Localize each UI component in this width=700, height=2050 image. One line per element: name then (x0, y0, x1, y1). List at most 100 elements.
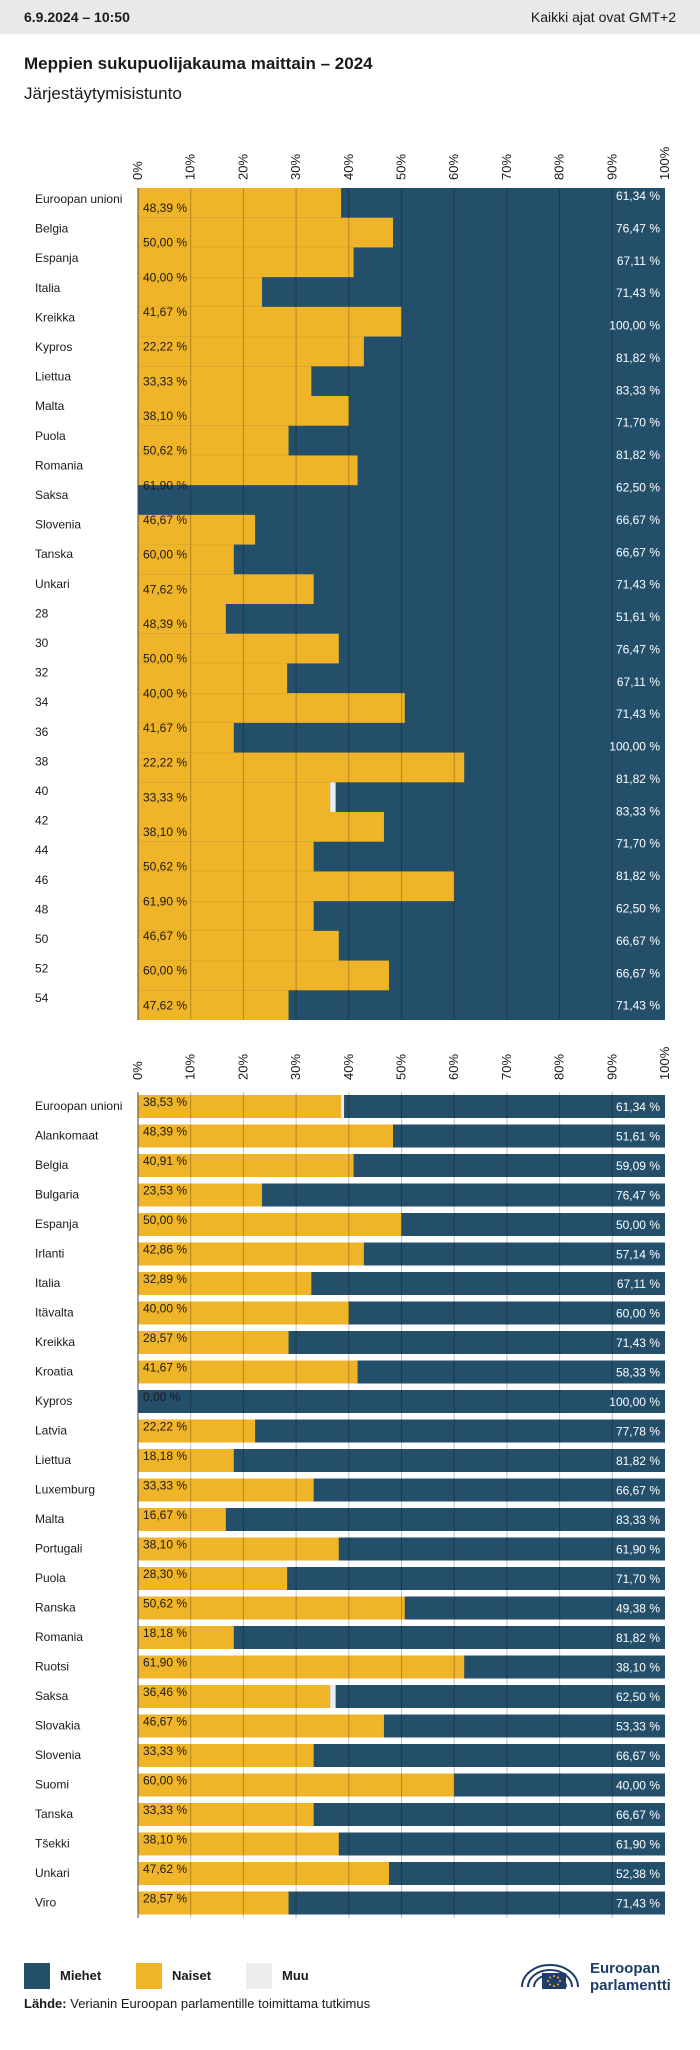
category-label: Italia (35, 1276, 61, 1290)
men-value-label: 59,09 % (616, 1159, 660, 1173)
bar-women (138, 1154, 354, 1177)
men-value-label: 52,38 % (616, 1867, 660, 1881)
category-label: Unkari (35, 1866, 70, 1880)
women-value-label: 40,00 % (143, 1302, 187, 1316)
source-label: Lähde: (24, 1996, 67, 2011)
category-label: Viro (35, 1896, 56, 1910)
men-value-label: 62,50 % (616, 1690, 660, 1704)
men-value-label: 67,11 % (617, 675, 660, 689)
women-value-label: 46,67 % (143, 513, 187, 527)
women-value-label: 41,67 % (143, 721, 187, 735)
bar-men (138, 1419, 665, 1443)
x-tick-label: 70% (499, 1054, 514, 1080)
category-label: Luxemburg (35, 1483, 95, 1497)
category-label: 30 (35, 636, 49, 650)
men-value-label: 51,61 % (616, 610, 660, 624)
bar-women (138, 633, 339, 664)
bar-other (330, 782, 336, 812)
legend-label-men: Miehet (60, 1968, 102, 1983)
category-label: Itävalta (35, 1306, 74, 1320)
category-label: Euroopan unioni (35, 1099, 122, 1113)
women-value-label: 48,39 % (143, 201, 187, 215)
men-value-label: 71,43 % (616, 1336, 660, 1350)
category-label: Espanja (35, 251, 79, 265)
bar-women (138, 1124, 394, 1148)
women-value-label: 36,46 % (143, 1685, 187, 1699)
women-value-label: 23,53 % (143, 1184, 187, 1198)
bar-women (138, 604, 226, 634)
category-label: Bulgaria (35, 1188, 79, 1202)
bar-women (138, 1714, 384, 1738)
bar-women (138, 366, 312, 396)
men-value-label: 60,00 % (616, 1307, 660, 1321)
women-value-label: 50,00 % (143, 236, 187, 250)
bar-women (138, 1272, 312, 1295)
men-value-label: 100,00 % (609, 1395, 660, 1409)
category-label: 40 (35, 784, 49, 798)
ep-logo: Euroopan parlamentti (518, 1955, 678, 1999)
women-value-label: 50,62 % (143, 1597, 187, 1611)
x-tick-label: 10% (183, 154, 198, 180)
category-label: 48 (35, 902, 49, 916)
category-label: 46 (35, 873, 49, 887)
category-label: Latvia (35, 1424, 67, 1438)
timestamp: 6.9.2024 – 10:50 (24, 9, 130, 25)
men-value-label: 57,14 % (616, 1248, 660, 1262)
bar-women (138, 901, 314, 931)
women-value-label: 40,00 % (143, 270, 187, 284)
category-label: Suomi (35, 1778, 69, 1792)
men-value-label: 61,34 % (616, 1100, 660, 1114)
bar-women (138, 693, 405, 723)
x-tick-label: 50% (394, 154, 409, 180)
category-label: Kypros (35, 340, 72, 354)
source-note: Lähde: Verianin Euroopan parlamentille t… (24, 1996, 370, 2011)
ep-logo-icon (521, 1964, 579, 1989)
men-value-label: 66,67 % (616, 545, 660, 559)
x-tick-label: 90% (604, 1054, 619, 1080)
women-value-label: 40,00 % (143, 686, 187, 700)
men-value-label: 71,70 % (616, 837, 660, 851)
logo-line-1: Euroopan (590, 1960, 660, 1977)
x-tick-label: 0% (130, 161, 145, 180)
women-value-label: 18,18 % (143, 1626, 187, 1640)
bar-women (138, 1419, 256, 1443)
category-label: Ranska (35, 1601, 76, 1615)
bar-other (330, 1685, 336, 1708)
women-value-label: 50,62 % (143, 860, 187, 874)
bar-women (138, 1331, 289, 1354)
category-label: Kroatia (35, 1365, 73, 1379)
men-value-label: 51,61 % (616, 1130, 660, 1144)
women-value-label: 33,33 % (143, 1803, 187, 1817)
women-value-label: 38,53 % (143, 1095, 187, 1109)
women-value-label: 61,90 % (143, 1656, 187, 1670)
category-label: 34 (35, 695, 49, 709)
women-value-label: 0,00 % (143, 1390, 181, 1404)
women-value-label: 48,39 % (143, 617, 187, 631)
women-value-label: 28,57 % (143, 1892, 187, 1906)
x-tick-label: 100% (657, 1046, 672, 1080)
bar-men (138, 1508, 665, 1531)
bar-women (138, 1567, 288, 1590)
men-value-label: 71,70 % (616, 1572, 660, 1586)
x-tick-label: 90% (604, 154, 619, 180)
bar-men (138, 1449, 665, 1472)
men-value-label: 66,67 % (616, 1749, 660, 1763)
women-value-label: 41,67 % (143, 305, 187, 319)
women-value-label: 60,00 % (143, 964, 187, 978)
bar-women (138, 544, 234, 575)
category-label: Kypros (35, 1394, 72, 1408)
bar-women (138, 1685, 331, 1708)
women-value-label: 42,86 % (143, 1243, 187, 1257)
men-value-label: 49,38 % (616, 1602, 660, 1616)
women-value-label: 28,57 % (143, 1331, 187, 1345)
bar-women (138, 1803, 314, 1826)
x-tick-label: 60% (446, 154, 461, 180)
x-tick-label: 70% (499, 154, 514, 180)
category-label: Tanska (35, 1807, 73, 1821)
category-label: Slovenia (35, 1748, 81, 1762)
women-value-label: 38,10 % (143, 825, 187, 839)
category-label: Belgia (35, 1158, 69, 1172)
bar-women (138, 396, 349, 426)
bar-women (138, 1242, 364, 1266)
men-value-label: 81,82 % (616, 448, 660, 462)
